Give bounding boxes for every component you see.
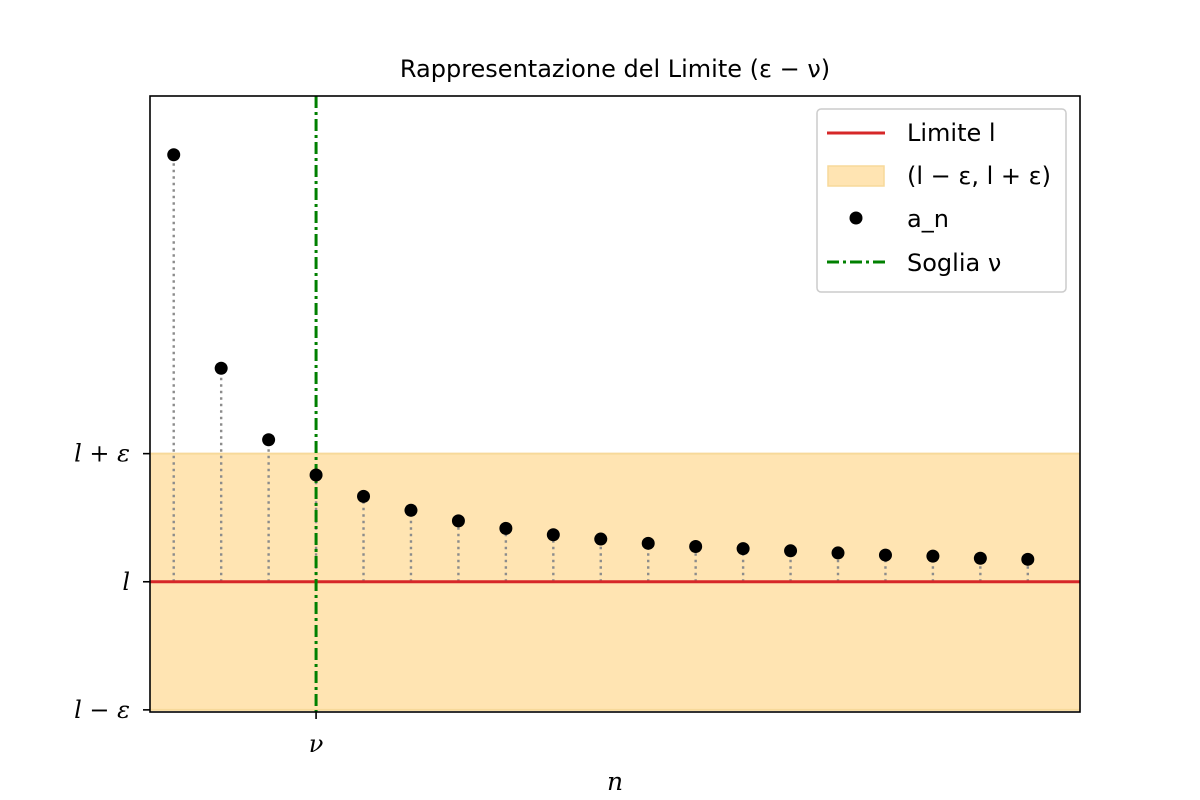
data-point xyxy=(546,528,560,542)
data-point xyxy=(451,514,465,528)
data-point xyxy=(594,532,608,546)
plot-frame xyxy=(149,95,1081,713)
data-point xyxy=(499,521,513,535)
data-point xyxy=(357,489,371,503)
x-tick-label: ν xyxy=(309,730,324,758)
data-point xyxy=(309,468,323,482)
chart-title: Rappresentazione del Limite (ε − ν) xyxy=(400,55,830,83)
y-tick-label: l − ε xyxy=(74,696,130,724)
y-tick-label: l xyxy=(122,568,130,596)
data-point xyxy=(641,536,655,550)
legend-swatch-band xyxy=(827,165,885,187)
data-point xyxy=(926,549,940,563)
data-point xyxy=(831,546,845,560)
data-point xyxy=(689,540,703,554)
legend-label-threshold: Soglia ν xyxy=(907,249,1001,277)
data-point xyxy=(1021,552,1035,566)
data-point xyxy=(214,361,228,375)
data-point xyxy=(973,551,987,565)
legend: Limite l (l − ε, l + ε) a_n Soglia ν xyxy=(816,108,1067,293)
data-point xyxy=(167,148,181,162)
y-tick-label: l + ε xyxy=(74,440,130,468)
legend-box xyxy=(816,108,1067,293)
x-ticks: ν xyxy=(309,712,324,758)
x-axis-label: n xyxy=(607,767,623,796)
data-point xyxy=(262,433,276,447)
legend-swatch-points xyxy=(849,211,863,225)
y-ticks: l + ε l l − ε xyxy=(74,440,150,724)
data-point xyxy=(878,548,892,562)
legend-label-limit: Limite l xyxy=(907,119,996,147)
data-point xyxy=(784,544,798,558)
data-point xyxy=(404,503,418,517)
plot-area xyxy=(150,96,1080,712)
legend-label-band: (l − ε, l + ε) xyxy=(907,162,1051,190)
data-point xyxy=(736,542,750,556)
legend-label-points: a_n xyxy=(907,205,949,233)
points xyxy=(167,148,1035,566)
